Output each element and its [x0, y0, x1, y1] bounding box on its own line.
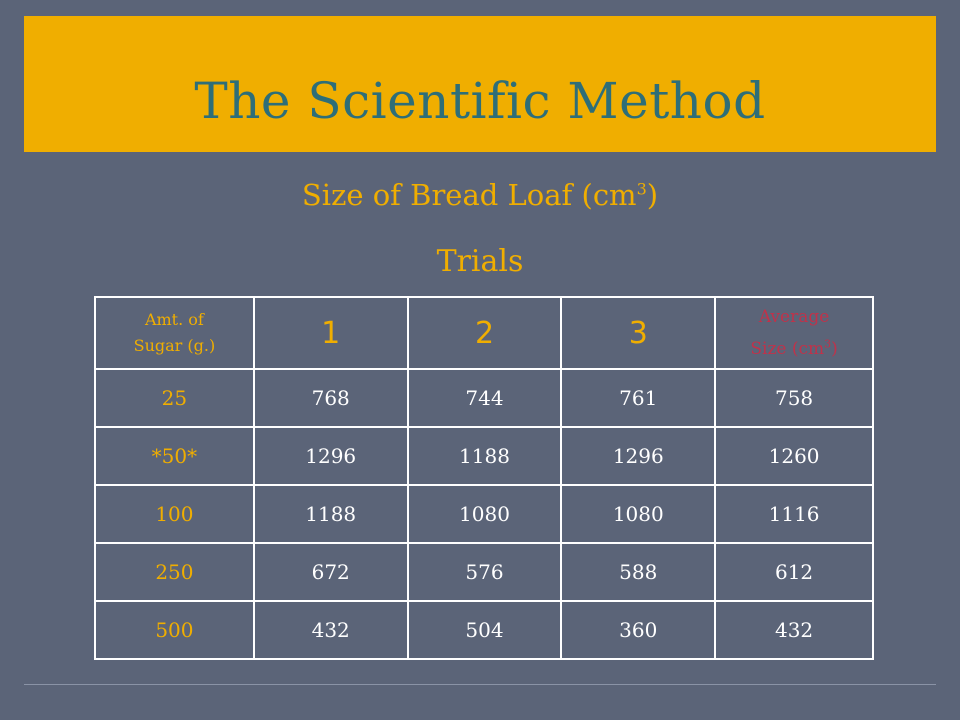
- table-row: 100 1188 1080 1080 1116: [94, 484, 874, 544]
- trials-label: Trials: [436, 244, 524, 279]
- slide-title: The Scientific Method: [194, 72, 766, 130]
- sugar-amount-cell: 500: [94, 600, 255, 660]
- trial-3-cell: 588: [560, 542, 717, 602]
- sugar-amount-cell: 25: [94, 368, 255, 428]
- trial-2-cell: 744: [406, 368, 563, 428]
- caption-text: Size of Bread Loaf (cm: [301, 178, 637, 212]
- trial-2-cell: 504: [406, 600, 563, 660]
- header-sugar-line2: Sugar (g.): [133, 336, 216, 355]
- footer-divider: [24, 684, 936, 685]
- trial-2-cell: 1080: [406, 484, 563, 544]
- trial-1-cell: 432: [252, 600, 409, 660]
- caption-close: ): [646, 178, 659, 212]
- average-cell: 1116: [714, 484, 874, 544]
- header-row: Amt. of Sugar (g.) 1 2 3 Average Size (c…: [94, 296, 874, 370]
- average-cell: 612: [714, 542, 874, 602]
- sugar-amount-cell: *50*: [94, 426, 255, 486]
- table-caption: Size of Bread Loaf (cm3): [0, 178, 960, 212]
- average-cell: 432: [714, 600, 874, 660]
- header-trial-1: 1: [252, 296, 409, 370]
- trial-1-cell: 768: [252, 368, 409, 428]
- header-avg-line2: Size (cm: [750, 339, 825, 359]
- table-row: 250 672 576 588 612: [94, 542, 874, 602]
- trial-2-cell: 1188: [406, 426, 563, 486]
- trial-3-cell: 1080: [560, 484, 717, 544]
- header-avg-line1: Average: [758, 306, 830, 327]
- table-row: *50* 1296 1188 1296 1260: [94, 426, 874, 486]
- header-average-size: Average Size (cm3): [714, 296, 874, 370]
- title-band: The Scientific Method: [24, 16, 936, 152]
- header-avg-superscript: 3: [824, 337, 832, 351]
- table-row: 25 768 744 761 758: [94, 368, 874, 428]
- header-trial-3: 3: [560, 296, 717, 370]
- header-avg-close: ): [831, 339, 838, 359]
- header-trial-2: 2: [406, 296, 563, 370]
- caption-superscript: 3: [636, 179, 647, 199]
- trial-3-cell: 1296: [560, 426, 717, 486]
- trial-1-cell: 1188: [252, 484, 409, 544]
- header-sugar-amount: Amt. of Sugar (g.): [94, 296, 255, 370]
- sugar-amount-cell: 100: [94, 484, 255, 544]
- results-table: Amt. of Sugar (g.) 1 2 3 Average Size (c…: [94, 296, 874, 660]
- average-cell: 758: [714, 368, 874, 428]
- trial-1-cell: 672: [252, 542, 409, 602]
- header-sugar-line1: Amt. of: [144, 310, 204, 330]
- trial-2-cell: 576: [406, 542, 563, 602]
- sugar-amount-cell: 250: [94, 542, 255, 602]
- table-row: 500 432 504 360 432: [94, 600, 874, 660]
- trial-3-cell: 360: [560, 600, 717, 660]
- trial-3-cell: 761: [560, 368, 717, 428]
- average-cell: 1260: [714, 426, 874, 486]
- trial-1-cell: 1296: [252, 426, 409, 486]
